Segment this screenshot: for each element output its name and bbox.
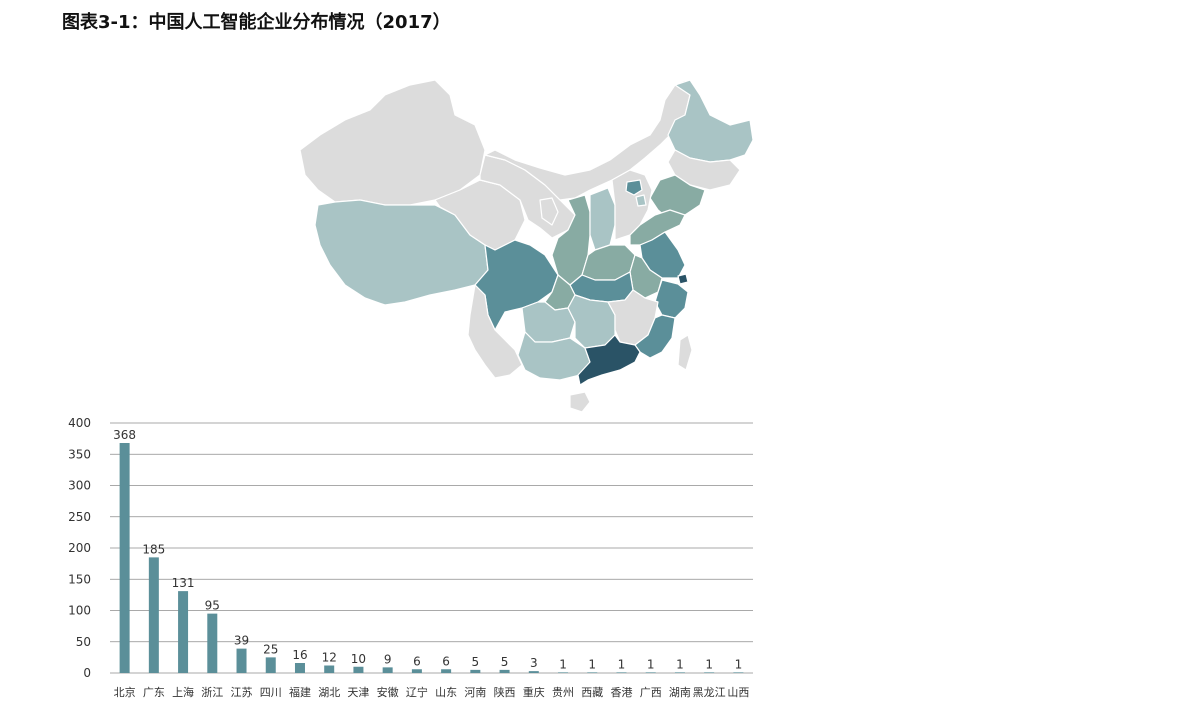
data-label: 185 bbox=[142, 542, 165, 556]
bar bbox=[558, 672, 569, 673]
bar bbox=[265, 657, 276, 673]
map-region-xinjiang bbox=[299, 79, 486, 206]
category-label: 贵州 bbox=[552, 686, 574, 699]
category-label: 江苏 bbox=[231, 686, 253, 699]
map-region-shanxi bbox=[589, 187, 616, 251]
data-label: 3 bbox=[530, 656, 538, 670]
y-tick-label: 250 bbox=[68, 510, 91, 524]
map-region-shandong bbox=[629, 209, 686, 246]
data-label: 368 bbox=[113, 428, 136, 442]
category-label: 陕西 bbox=[494, 685, 516, 699]
data-label: 1 bbox=[588, 657, 596, 671]
data-label: 1 bbox=[647, 657, 655, 671]
china-map bbox=[299, 79, 754, 413]
data-label: 6 bbox=[413, 654, 421, 668]
data-labels: 368 185 131 95 39 25 16 12 10 9 6 6 5 5 3 1 1 1 1 1 1 1 bbox=[113, 428, 742, 671]
data-label: 5 bbox=[501, 655, 509, 669]
bar bbox=[119, 443, 130, 673]
bar bbox=[470, 669, 481, 673]
bar bbox=[616, 672, 627, 673]
data-label: 5 bbox=[472, 655, 480, 669]
map-region-jilin bbox=[667, 149, 741, 191]
map-region-beijing bbox=[625, 179, 643, 196]
data-label: 1 bbox=[559, 657, 567, 671]
bar bbox=[294, 663, 305, 673]
data-label: 1 bbox=[618, 657, 626, 671]
data-label: 39 bbox=[234, 634, 249, 648]
category-label: 上海 bbox=[172, 685, 194, 699]
category-label: 广西 bbox=[640, 686, 662, 699]
page-title: 图表3-1：中国人工智能企业分布情况（2017） bbox=[62, 12, 451, 33]
map-region-ningxia bbox=[539, 197, 559, 226]
y-tick-label: 100 bbox=[68, 604, 91, 618]
y-tick-label: 150 bbox=[68, 572, 91, 586]
map-region-zhejiang bbox=[654, 279, 689, 319]
bar bbox=[178, 591, 189, 673]
data-label: 1 bbox=[705, 657, 713, 671]
data-label: 131 bbox=[172, 576, 195, 590]
bar bbox=[324, 665, 335, 673]
bar bbox=[207, 613, 218, 673]
bar bbox=[411, 669, 422, 673]
category-label: 四川 bbox=[260, 686, 282, 699]
category-label: 河南 bbox=[464, 686, 486, 699]
data-label: 25 bbox=[263, 642, 278, 656]
bar bbox=[587, 672, 598, 673]
map-region-tianjin bbox=[635, 194, 647, 207]
map-region-shanghai bbox=[677, 273, 689, 285]
data-label: 95 bbox=[205, 599, 220, 613]
y-tick-label: 300 bbox=[68, 479, 91, 493]
bar bbox=[148, 557, 159, 673]
map-region-taiwan bbox=[677, 334, 693, 371]
data-label: 16 bbox=[292, 648, 307, 662]
category-label: 湖北 bbox=[318, 686, 340, 699]
y-tick-label: 0 bbox=[83, 666, 91, 680]
map-region-liaoning bbox=[649, 174, 706, 221]
category-label: 西藏 bbox=[581, 686, 603, 699]
bar bbox=[645, 672, 656, 673]
category-label: 香港 bbox=[610, 686, 632, 699]
y-tick-label: 400 bbox=[68, 416, 91, 430]
category-label: 福建 bbox=[289, 685, 311, 699]
map-region-yunnan bbox=[467, 284, 523, 379]
category-label: 辽宁 bbox=[406, 685, 428, 699]
map-region-guangdong bbox=[577, 334, 641, 386]
y-tick-label: 50 bbox=[76, 635, 91, 649]
bars bbox=[119, 443, 744, 673]
data-label: 9 bbox=[384, 652, 392, 666]
bar bbox=[528, 671, 539, 673]
category-label: 山东 bbox=[435, 686, 457, 699]
y-tick-label: 350 bbox=[68, 447, 91, 461]
category-label: 天津 bbox=[347, 686, 369, 699]
map-region-hainan bbox=[569, 391, 591, 413]
category-label: 浙江 bbox=[201, 686, 223, 699]
map-region-guizhou bbox=[521, 301, 576, 343]
data-label: 1 bbox=[735, 657, 743, 671]
y-axis-ticks: 0 50 100 150 200 250 300 350 400 bbox=[68, 416, 91, 680]
category-label: 安徽 bbox=[377, 685, 399, 699]
bar bbox=[704, 672, 715, 673]
data-label: 6 bbox=[442, 654, 450, 668]
gridlines bbox=[110, 422, 753, 674]
bar bbox=[353, 666, 364, 673]
bar bbox=[382, 667, 393, 673]
data-label: 10 bbox=[351, 652, 366, 666]
bar bbox=[236, 648, 247, 673]
category-label: 山西 bbox=[727, 686, 749, 699]
category-label: 黑龙江 bbox=[693, 686, 726, 699]
bar bbox=[733, 672, 744, 673]
y-tick-label: 200 bbox=[68, 541, 91, 555]
x-axis-labels: 北京 广东 上海 浙江 江苏 四川 福建 湖北 天津 安徽 辽宁 山东 河南 陕西 重庆 贵州 西藏 香港 广西 湖南… bbox=[114, 685, 750, 699]
bar bbox=[499, 669, 510, 673]
bar bbox=[674, 672, 685, 673]
category-label: 重庆 bbox=[523, 685, 545, 699]
data-label: 1 bbox=[676, 657, 684, 671]
category-label: 广东 bbox=[143, 686, 165, 699]
bar bbox=[441, 669, 452, 673]
category-label: 湖南 bbox=[669, 686, 691, 699]
category-label: 北京 bbox=[114, 685, 136, 699]
data-label: 12 bbox=[322, 651, 337, 665]
